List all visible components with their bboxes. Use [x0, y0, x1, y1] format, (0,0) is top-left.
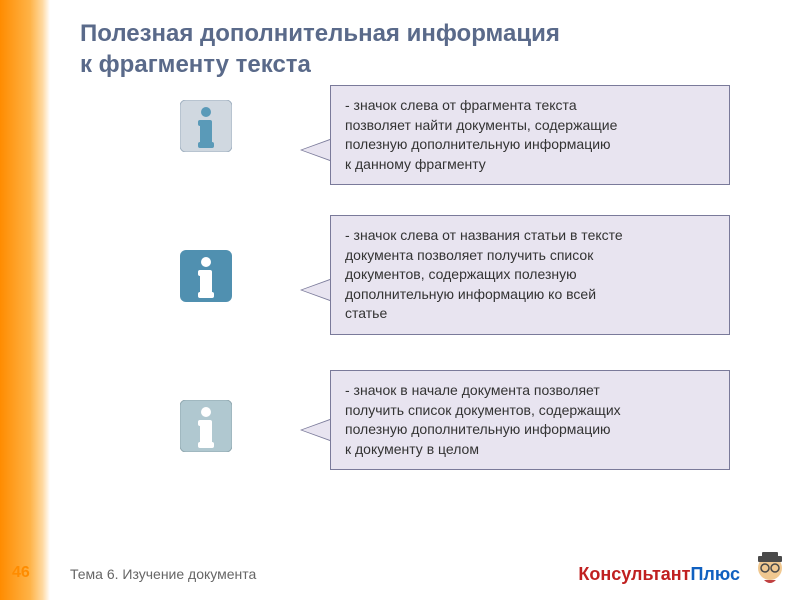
callout-tail-3 [302, 420, 330, 440]
brand-part-2: Плюс [690, 564, 740, 584]
info-icon-fragment [180, 100, 232, 152]
brand-part-1: Консультант [578, 564, 690, 584]
callout-text-1: - значок слева от фрагмента текста позво… [345, 97, 617, 172]
callout-tail-2 [302, 280, 330, 300]
mascot-icon [750, 550, 790, 590]
footer: 46 Тема 6. Изучение документа Консультан… [0, 550, 800, 600]
callout-text-2: - значок слева от названия статьи в текс… [345, 227, 623, 321]
callout-tail-1 [302, 140, 330, 160]
info-icon-document [180, 400, 232, 452]
title-line-1: Полезная дополнительная информация [80, 20, 560, 47]
callout-fragment: - значок слева от фрагмента текста позво… [330, 85, 730, 185]
info-icon-article [180, 250, 232, 302]
sidebar-gradient [0, 0, 50, 600]
page-number: 46 [12, 564, 30, 582]
page-title: Полезная дополнительная информация к фра… [80, 18, 560, 80]
title-line-2: к фрагменту текста [80, 51, 311, 78]
callout-text-3: - значок в начале документа позволяет по… [345, 382, 621, 457]
topic-label: Тема 6. Изучение документа [70, 566, 256, 582]
callout-document: - значок в начале документа позволяет по… [330, 370, 730, 470]
brand-logo: КонсультантПлюс [578, 564, 740, 585]
callout-article: - значок слева от названия статьи в текс… [330, 215, 730, 335]
slide-content: Полезная дополнительная информация к фра… [50, 0, 800, 600]
